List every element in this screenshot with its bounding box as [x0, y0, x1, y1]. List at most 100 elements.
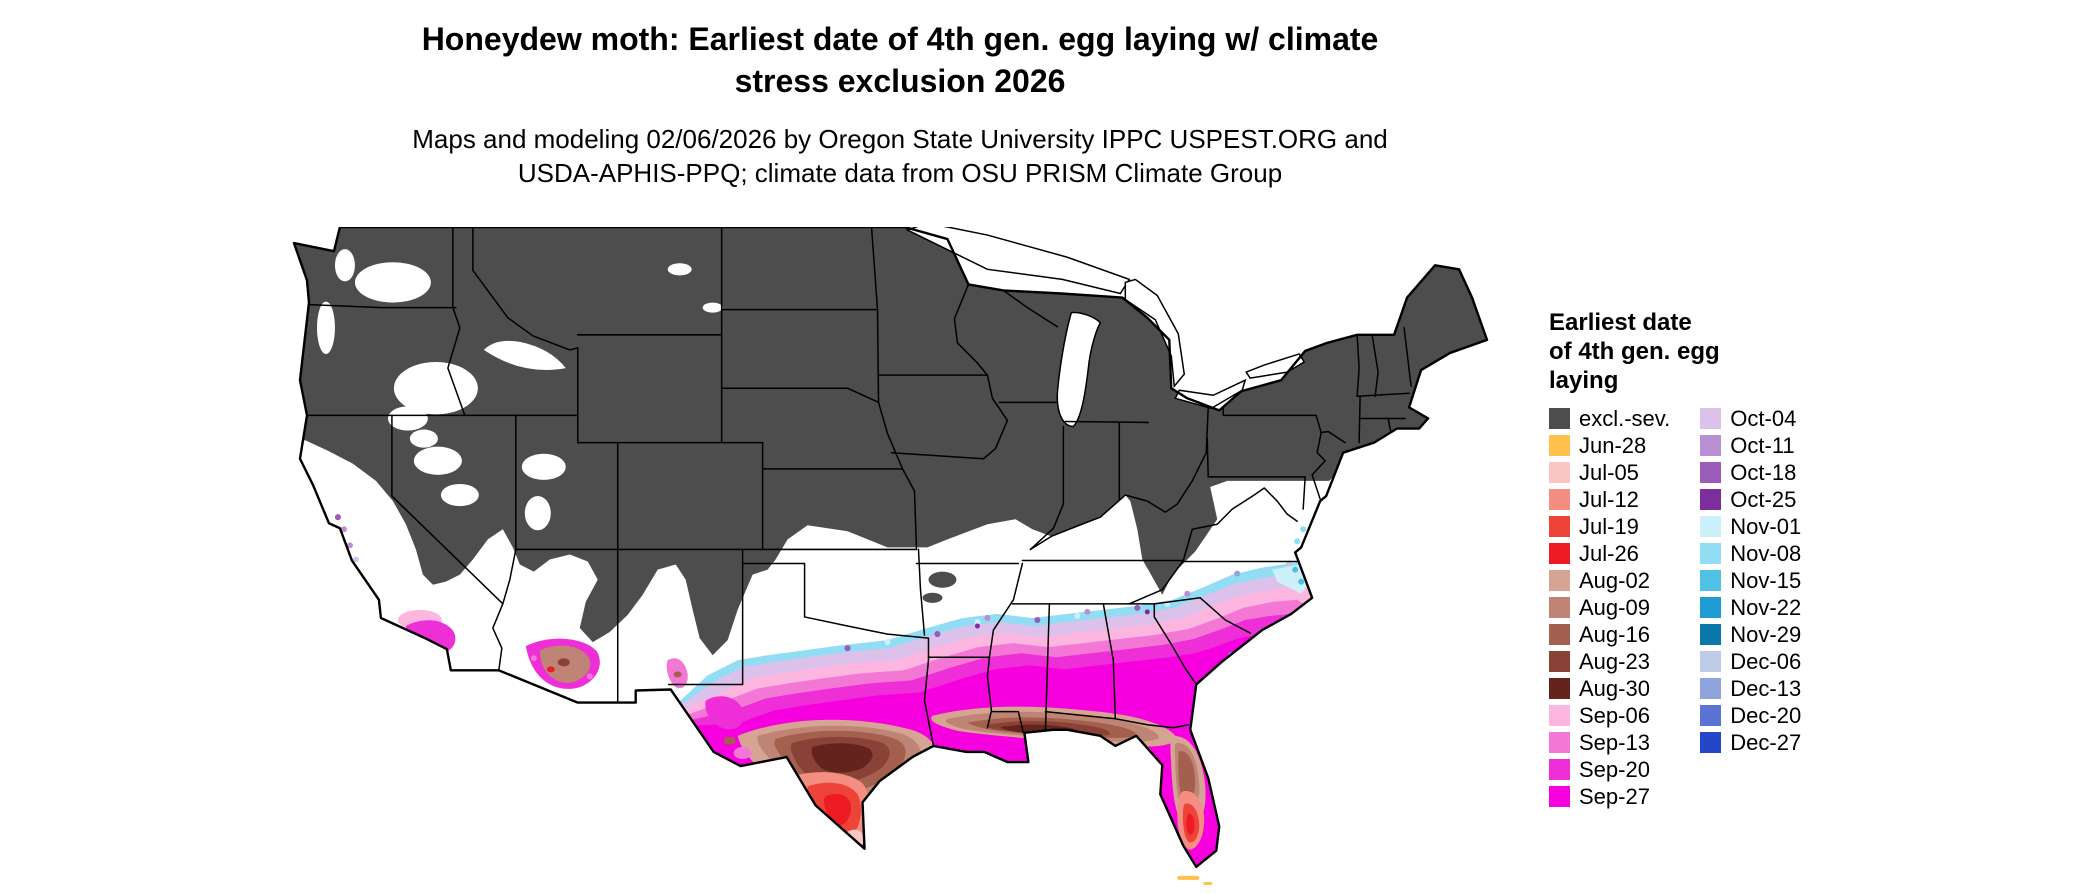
legend-item: Aug-09: [1549, 594, 1670, 621]
legend-item: Oct-11: [1700, 432, 1801, 459]
legend-label: excl.-sev.: [1579, 405, 1671, 431]
florida-keys-jun28: [1177, 875, 1200, 880]
legend-item: Dec-06: [1700, 648, 1801, 675]
legend-item: Jul-19: [1549, 513, 1670, 540]
legend-label: Sep-13: [1579, 729, 1650, 755]
map-region-august: [737, 706, 1206, 830]
legend-title-line-1: Earliest date: [1549, 309, 1692, 336]
legend-item: Oct-18: [1700, 459, 1801, 486]
legend-label: Dec-06: [1730, 648, 1802, 674]
legend-label: Sep-20: [1579, 756, 1650, 782]
lake-michigan: [1056, 311, 1102, 428]
legend-swatch: [1700, 408, 1722, 429]
legend-title: Earliest date of 4th gen. egg laying: [1549, 308, 1801, 395]
legend-label: Jul-19: [1579, 513, 1639, 539]
legend-swatch: [1700, 624, 1722, 645]
florida-keys-jun28-2: [1203, 881, 1213, 885]
legend-swatch: [1700, 732, 1722, 753]
legend-swatch: [1700, 543, 1722, 564]
legend-swatch: [1700, 489, 1722, 510]
map-fill-layers: [293, 227, 1488, 867]
legend-label: Sep-06: [1579, 702, 1650, 728]
legend-swatch: [1700, 435, 1722, 456]
legend-item: Jul-26: [1549, 540, 1670, 567]
legend-item: Sep-27: [1549, 783, 1670, 810]
legend-swatch: [1549, 543, 1570, 564]
legend-swatch: [1549, 732, 1570, 753]
legend-label: Jul-05: [1579, 459, 1639, 485]
map-fringe-speckles: [844, 570, 1241, 652]
legend-swatch: [1549, 489, 1570, 510]
legend-item: Dec-27: [1700, 729, 1801, 756]
legend-item: Sep-06: [1549, 702, 1670, 729]
legend-label: Aug-23: [1579, 648, 1650, 674]
legend-item: Oct-25: [1700, 486, 1801, 513]
title-line-2: stress exclusion 2026: [734, 63, 1066, 99]
legend-column-2: Oct-04 Oct-11 Oct-18 Oct-25 Nov-01 Nov-08 Nov-…: [1700, 405, 1801, 810]
legend-swatch: [1549, 435, 1570, 456]
legend-label: Jul-26: [1579, 540, 1639, 566]
legend-swatch: [1700, 462, 1722, 483]
legend-swatch: [1549, 624, 1570, 645]
legend-swatch: [1549, 597, 1570, 618]
legend-item: Nov-29: [1700, 621, 1801, 648]
legend-item: Sep-20: [1549, 756, 1670, 783]
legend-item: Aug-16: [1549, 621, 1670, 648]
page-subtitle: Maps and modeling 02/06/2026 by Oregon S…: [300, 122, 1500, 190]
legend-swatch: [1549, 516, 1570, 537]
legend-swatch: [1549, 786, 1570, 807]
legend-item: Aug-30: [1549, 675, 1670, 702]
legend-item: Nov-08: [1700, 540, 1801, 567]
subtitle-line-2: USDA-APHIS-PPQ; climate data from OSU PR…: [517, 158, 1283, 188]
legend-swatch: [1549, 462, 1570, 483]
legend-label: Aug-30: [1579, 675, 1650, 701]
legend-label: Oct-25: [1730, 486, 1797, 512]
legend-label: Oct-04: [1730, 405, 1797, 431]
legend-label: Nov-15: [1730, 567, 1802, 593]
legend-label: Nov-08: [1730, 540, 1802, 566]
legend-item: Dec-20: [1700, 702, 1801, 729]
map-region-south-florida: [1177, 791, 1205, 850]
legend-item: excl.-sev.: [1549, 405, 1670, 432]
legend-swatch: [1549, 678, 1570, 699]
legend-label: Nov-01: [1730, 513, 1802, 539]
legend-swatch: [1549, 408, 1570, 429]
legend-swatch: [1700, 570, 1722, 591]
legend-item: Dec-13: [1700, 675, 1801, 702]
legend-swatch: [1549, 705, 1570, 726]
legend-label: Aug-16: [1579, 621, 1650, 647]
legend-swatch: [1700, 597, 1722, 618]
page-title: Honeydew moth: Earliest date of 4th gen.…: [300, 18, 1500, 102]
legend-label: Dec-20: [1730, 702, 1802, 728]
great-lakes: [905, 222, 1306, 410]
state-borders: [306, 227, 1412, 747]
legend-item: Jun-28: [1549, 432, 1670, 459]
us-map: [292, 222, 1489, 885]
map-white-basins: [316, 249, 723, 688]
legend-label: Nov-29: [1730, 621, 1802, 647]
legend-item: Nov-15: [1700, 567, 1801, 594]
legend-title-line-2: of 4th gen. egg: [1549, 338, 1720, 365]
map-gray-ozark-patch: [928, 571, 957, 588]
legend-label: Nov-22: [1730, 594, 1802, 620]
legend-swatch: [1700, 705, 1722, 726]
legend-swatch: [1700, 516, 1722, 537]
legend-item: Aug-02: [1549, 567, 1670, 594]
title-line-1: Honeydew moth: Earliest date of 4th gen.…: [421, 21, 1379, 57]
legend-swatch: [1700, 678, 1722, 699]
legend-columns: excl.-sev. Jun-28 Jul-05 Jul-12 Jul-19 Jul-26…: [1549, 405, 1801, 810]
legend-label: Dec-27: [1730, 729, 1802, 755]
legend-label: Dec-13: [1730, 675, 1802, 701]
us-outline: [292, 225, 1489, 869]
lake-superior: [905, 222, 1131, 295]
legend-item: Sep-13: [1549, 729, 1670, 756]
us-map-container: [288, 222, 1513, 889]
legend-label: Jun-28: [1579, 432, 1647, 458]
legend-label: Jul-12: [1579, 486, 1639, 512]
legend-item: Nov-01: [1700, 513, 1801, 540]
map-gray-ouachita-patch: [922, 592, 943, 603]
legend-item: Jul-05: [1549, 459, 1670, 486]
legend-swatch: [1549, 570, 1570, 591]
legend-item: Oct-04: [1700, 405, 1801, 432]
